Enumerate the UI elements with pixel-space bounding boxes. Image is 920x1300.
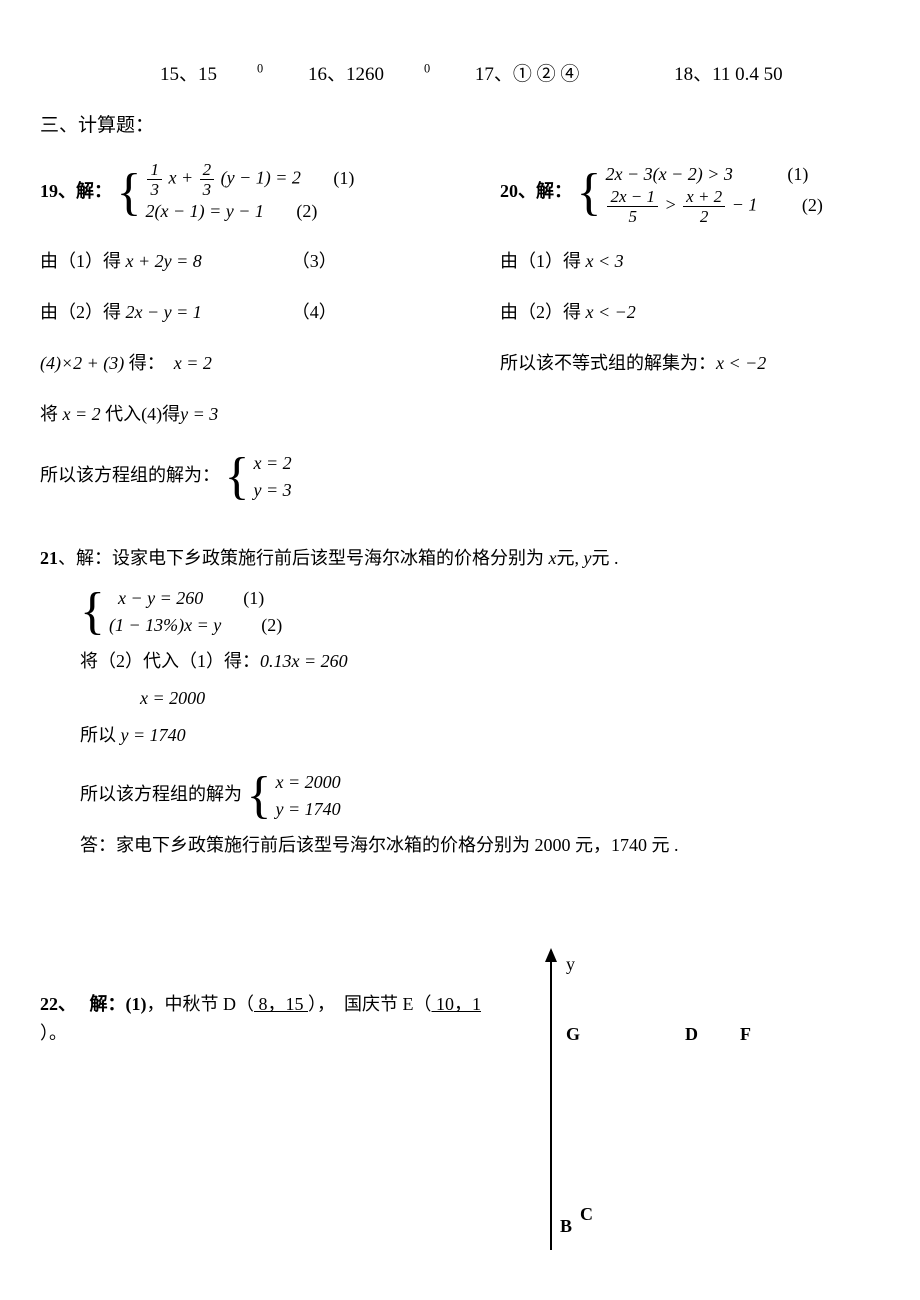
- q20-label: 20、解：: [500, 181, 572, 201]
- q21-answer: 答：家电下乡政策施行前后该型号海尔冰箱的价格分别为 2000 元，1740 元 …: [80, 835, 679, 855]
- point-g: G: [566, 1020, 580, 1049]
- section-title: 三、计算题：: [40, 111, 880, 141]
- q22: 22、 解：(1)，中秋节 D（ 8，15 ）， 国庆节 E（ 10，1 ）。 …: [40, 950, 880, 1250]
- q19: 19、解： { 13 x + 23 (y − 1) = 2 (1) 2(x − …: [40, 161, 460, 504]
- q21-label: 21: [40, 548, 58, 568]
- q20: 20、解： { 2x − 3(x − 2) > 3 (1) 2x − 15 > …: [500, 161, 880, 504]
- point-d: D: [685, 1020, 698, 1049]
- arrow-up-icon: [545, 948, 557, 962]
- point-c: C: [580, 1200, 593, 1229]
- q19-q20-row: 19、解： { 13 x + 23 (y − 1) = 2 (1) 2(x − …: [40, 161, 880, 504]
- point-b: B: [560, 1212, 572, 1241]
- y-axis-label: y: [566, 950, 575, 979]
- q19-label: 19、解：: [40, 181, 112, 201]
- q22-d-coord: 8，15: [254, 994, 308, 1014]
- q21: 21、解：设家电下乡政策施行前后该型号海尔冰箱的价格分别为 x元, y元 . {…: [40, 544, 880, 860]
- q22-label: 22、: [40, 994, 76, 1014]
- q22-e-coord: 10，1: [432, 994, 482, 1014]
- fill-in-answers: 15、150 16、12600 17、① ② ④ 18、11 0.4 50: [160, 60, 880, 91]
- point-f: F: [740, 1020, 751, 1049]
- coordinate-axes: y G D F C B: [510, 950, 880, 1250]
